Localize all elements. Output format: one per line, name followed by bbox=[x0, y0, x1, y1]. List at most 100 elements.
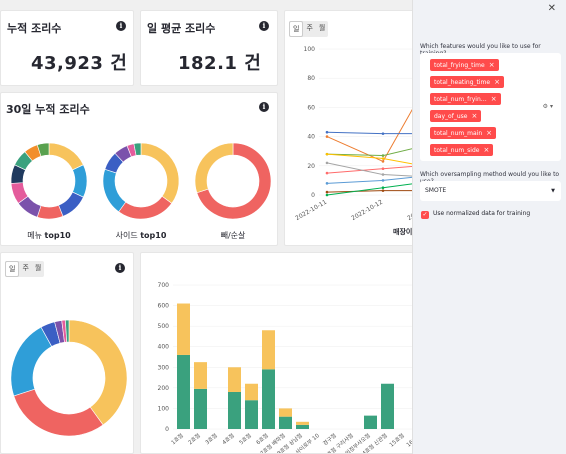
bone-donut-label: 빼/순살 bbox=[220, 231, 246, 240]
bar bbox=[262, 369, 275, 429]
daily-avg-title: 일 평균 조리수 bbox=[147, 22, 216, 35]
thirty-day-card: 30일 누적 조리수 i 메뉴 top10 사이드 top10 빼/순살 bbox=[0, 92, 278, 246]
bar bbox=[262, 330, 275, 370]
line-point bbox=[381, 186, 385, 189]
feature-tag[interactable]: total_frying_time × bbox=[430, 59, 499, 71]
bar bbox=[279, 416, 292, 429]
tab-week[interactable]: 주 bbox=[306, 24, 313, 32]
period-toggle-2: 일 주 월 bbox=[5, 261, 45, 277]
line-point bbox=[325, 161, 329, 165]
line-series bbox=[326, 162, 413, 177]
line-series bbox=[326, 183, 413, 196]
menu-donut bbox=[10, 142, 88, 220]
bar bbox=[228, 391, 241, 429]
donut-slice bbox=[140, 142, 180, 204]
y-tick-label: 500 bbox=[158, 323, 170, 330]
line-point bbox=[325, 130, 329, 134]
line-point bbox=[381, 167, 385, 171]
line-series bbox=[326, 165, 413, 174]
line-chart-card: 일 주 월 0 20 40 60 80 100 2022-10-11 2022-10-12 20… bbox=[284, 10, 414, 246]
line-point bbox=[381, 160, 385, 163]
remove-tag-icon[interactable]: × bbox=[486, 129, 493, 137]
y-tick-label: 60 bbox=[307, 104, 315, 111]
feature-tag[interactable]: total_num_fryin… × bbox=[430, 93, 501, 105]
y-tick-label: 0 bbox=[311, 192, 315, 199]
line-point bbox=[325, 182, 329, 185]
tab-day[interactable]: 일 bbox=[289, 21, 304, 37]
y-tick-label: 400 bbox=[158, 344, 170, 351]
y-tick-label: 600 bbox=[158, 303, 170, 310]
tab-month[interactable]: 월 bbox=[318, 24, 326, 32]
line-point bbox=[325, 171, 329, 175]
feature-tag[interactable]: total_num_main × bbox=[430, 127, 497, 139]
bar bbox=[296, 424, 309, 429]
tab-month[interactable]: 월 bbox=[34, 264, 42, 272]
y-tick-label: 100 bbox=[304, 46, 316, 53]
total-count-value: 43,923 건 bbox=[31, 53, 128, 74]
info-icon[interactable]: i bbox=[259, 102, 269, 112]
multiselect-controls[interactable]: ⚙ ▾ bbox=[543, 103, 553, 110]
x-tick-label: 4호점 bbox=[221, 432, 236, 446]
info-icon[interactable]: i bbox=[115, 263, 125, 273]
normalize-checkbox[interactable]: ✓ bbox=[421, 211, 429, 219]
bar bbox=[245, 400, 258, 429]
x-tick-label: 2022-10-12 bbox=[350, 199, 384, 223]
remove-tag-icon[interactable]: × bbox=[490, 95, 497, 103]
bar bbox=[381, 383, 394, 429]
bar bbox=[194, 388, 207, 429]
close-icon[interactable]: ✕ bbox=[547, 3, 556, 14]
features-multiselect[interactable]: total_frying_time × total_heating_time × t… bbox=[420, 53, 561, 161]
side-donut-label: 사이드 top10 bbox=[115, 231, 167, 240]
period-toggle: 일 주 월 bbox=[289, 21, 329, 37]
feature-tag[interactable]: day_of_use × bbox=[430, 110, 482, 122]
line-series bbox=[326, 148, 413, 157]
donut-slice bbox=[65, 319, 70, 343]
line-point bbox=[325, 152, 329, 156]
info-icon[interactable]: i bbox=[259, 21, 269, 31]
line-series bbox=[326, 153, 413, 165]
bone-donut bbox=[194, 142, 272, 220]
line-point bbox=[381, 157, 385, 160]
line-point bbox=[381, 132, 385, 135]
donut-slice bbox=[196, 142, 272, 220]
bar bbox=[364, 415, 377, 429]
donut-slice bbox=[58, 191, 84, 217]
line-point bbox=[325, 190, 329, 194]
tab-day[interactable]: 일 bbox=[5, 261, 20, 277]
line-point bbox=[381, 189, 385, 192]
line-series bbox=[326, 131, 413, 135]
bar bbox=[177, 303, 190, 355]
tab-week[interactable]: 주 bbox=[22, 264, 29, 272]
line-series bbox=[326, 176, 413, 184]
remove-tag-icon[interactable]: × bbox=[471, 112, 478, 120]
info-icon[interactable]: i bbox=[116, 21, 126, 31]
thirty-day-title: 30일 누적 조리수 bbox=[6, 103, 90, 116]
y-tick-label: 100 bbox=[158, 405, 170, 412]
donut-slice bbox=[102, 168, 127, 213]
x-tick-label: 2022-10-11 bbox=[294, 199, 328, 223]
period-donut bbox=[10, 319, 128, 437]
donut-slice bbox=[133, 142, 142, 156]
oversampling-select[interactable]: SMOTE ▼ bbox=[420, 181, 561, 201]
chevron-down-icon[interactable]: ▼ bbox=[551, 188, 555, 194]
settings-panel: ✕ Which features would you like to use f… bbox=[412, 0, 566, 454]
oversampling-value: SMOTE bbox=[425, 187, 447, 194]
x-tick-label: 15호점 bbox=[388, 432, 406, 448]
bar bbox=[296, 421, 309, 425]
chevron-down-icon[interactable]: ▾ bbox=[549, 103, 553, 110]
feature-tag[interactable]: total_num_side × bbox=[430, 144, 494, 156]
donut-slice bbox=[10, 326, 53, 397]
remove-tag-icon[interactable]: × bbox=[483, 146, 490, 154]
side-donut bbox=[102, 142, 180, 220]
daily-avg-value: 182.1 건 bbox=[178, 53, 262, 74]
clear-icon[interactable]: ⚙ bbox=[542, 103, 549, 110]
remove-tag-icon[interactable]: × bbox=[488, 61, 495, 69]
remove-tag-icon[interactable]: × bbox=[494, 78, 500, 86]
donut-slice bbox=[36, 204, 64, 220]
feature-tag[interactable]: total_heating_time × bbox=[430, 76, 504, 88]
y-tick-label: 40 bbox=[307, 134, 315, 141]
y-tick-label: 200 bbox=[158, 385, 170, 392]
donut-slice bbox=[48, 142, 84, 171]
line-point bbox=[325, 135, 329, 138]
